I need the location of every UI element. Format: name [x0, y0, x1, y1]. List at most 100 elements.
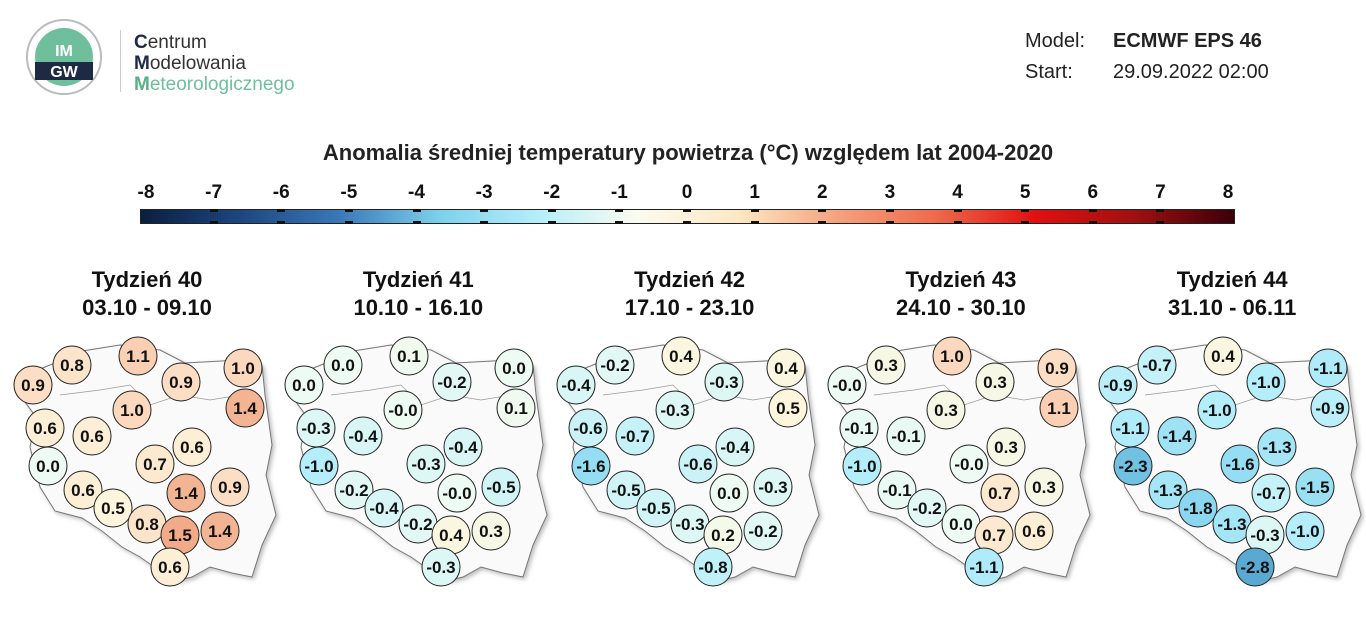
bubble-circle	[1197, 390, 1237, 430]
bubble-circle	[406, 444, 446, 484]
colorbar-tick	[683, 209, 691, 224]
bubble-value: 0.0	[717, 484, 741, 503]
colorbar-tick	[818, 209, 827, 224]
region-value-bubble: 0.8	[127, 504, 167, 544]
bubble-circle	[225, 388, 265, 428]
bubble-value: 0.0	[36, 457, 60, 476]
bubble-value: 1.0	[940, 347, 964, 366]
region-value-bubble: 1.1	[118, 336, 158, 376]
bubble-circle	[63, 470, 103, 510]
bubble-value: 0.1	[504, 399, 528, 418]
bubble-circle	[753, 467, 793, 507]
region-value-bubble: 0.3	[975, 362, 1015, 402]
bubble-value: -1.3	[1263, 438, 1292, 457]
bubble-value: 0.3	[1032, 478, 1056, 497]
region-value-bubble: -1.6	[571, 446, 611, 486]
bubble-circle	[715, 427, 755, 467]
bubble-value: 0.3	[874, 356, 898, 375]
region-value-bubble: 0.6	[72, 416, 112, 456]
region-value-bubble: -2.3	[1113, 446, 1153, 486]
region-value-bubble: -0.5	[606, 470, 646, 510]
bubble-value: 0.5	[776, 399, 800, 418]
bubble-value: -0.3	[412, 455, 441, 474]
svg-text:GW: GW	[50, 64, 78, 81]
bubble-circle	[496, 388, 536, 428]
bubble-value: -0.2	[748, 522, 777, 541]
colorbar-tick-label: 5	[1019, 182, 1031, 203]
region-value-bubble: -1.8	[1178, 488, 1218, 528]
bubble-value: -1.0	[305, 457, 334, 476]
bubble-value: 0.4	[669, 347, 693, 366]
region-value-bubble: -0.3	[421, 547, 461, 587]
bubble-value: -0.3	[427, 558, 456, 577]
model-value: ECMWF EPS 46	[1113, 30, 1262, 52]
bubble-value: 0.0	[331, 356, 355, 375]
region-value-bubble: 0.3	[471, 511, 511, 551]
region-value-bubble: 0.6	[25, 408, 65, 448]
region-value-bubble: -0.3	[406, 444, 446, 484]
start-label: Start:	[1025, 61, 1073, 83]
bubble-value: 0.2	[711, 526, 735, 545]
bubble-circle	[1098, 365, 1138, 405]
region-value-bubble: -0.4	[715, 427, 755, 467]
region-value-bubble: -0.3	[753, 467, 793, 507]
model-label: Model:	[1025, 30, 1086, 52]
brand-line-1: Centrum	[134, 32, 207, 53]
bubble-value: 0.4	[774, 359, 798, 378]
region-value-bubble: -0.2	[334, 470, 374, 510]
bubble-value: 0.4	[439, 526, 463, 545]
week-title: Tydzień 42	[634, 267, 746, 292]
bubble-circle	[743, 511, 783, 551]
bubble-value: -0.3	[660, 401, 689, 420]
bubble-value: 0.3	[479, 522, 503, 541]
bubble-circle	[1137, 345, 1177, 385]
week-dates: 31.10 - 06.11	[1167, 295, 1297, 320]
bubble-circle	[299, 446, 339, 486]
bubble-circle	[1251, 473, 1291, 513]
region-value-bubble: -0.2	[907, 488, 947, 528]
bubble-circle	[166, 473, 206, 513]
poland-map: 0.9 0.8 1.1 0.9 1.0 1.4 1.0 0.6 0.6 0.0 0.7 0.6 0.9 1…	[13, 336, 277, 587]
region-value-bubble: -0.5	[481, 467, 521, 507]
bubble-value: -0.4	[370, 499, 400, 518]
region-value-bubble: -0.4	[443, 427, 483, 467]
bubble-value: 0.3	[934, 401, 958, 420]
colorbar-tick	[547, 209, 556, 224]
region-value-bubble: 1.1	[1039, 388, 1079, 428]
week-title: Tydzień 44	[1176, 267, 1288, 292]
bubble-circle	[827, 365, 867, 405]
bubble-value: -0.0	[443, 484, 472, 503]
bubble-value: 0.3	[994, 438, 1018, 457]
bubble-circle	[210, 467, 250, 507]
bubble-value: -0.3	[675, 515, 704, 534]
region-value-bubble: 0.3	[926, 390, 966, 430]
region-value-bubble: -0.7	[615, 416, 655, 456]
region-value-bubble: 1.0	[223, 348, 263, 388]
week-dates: 10.10 - 16.10	[353, 295, 484, 320]
bubble-circle	[28, 446, 68, 486]
bubble-value: 1.0	[231, 359, 255, 378]
bubble-value: -0.1	[882, 481, 911, 500]
bubble-value: -0.3	[302, 419, 331, 438]
bubble-value: -0.4	[561, 376, 591, 395]
bubble-value: -0.3	[1251, 526, 1280, 545]
bubble-value: -0.1	[891, 427, 920, 446]
bubble-value: -0.5	[641, 499, 670, 518]
bubble-value: 0.6	[71, 481, 95, 500]
region-value-bubble: 0.6	[63, 470, 103, 510]
bubble-value: -1.0	[1252, 373, 1281, 392]
region-value-bubble: 0.9	[1037, 348, 1077, 388]
bubble-circle	[986, 427, 1026, 467]
colorbar-tick	[1156, 209, 1165, 224]
poland-map: -0.4 -0.2 0.4 -0.3 0.4 0.5 -0.3 -0.6 -0.7 -1.6 -0.…	[556, 336, 820, 587]
bubble-circle	[877, 470, 917, 510]
imgw-logo: IM GW	[26, 19, 102, 95]
region-value-bubble: -1.0	[1246, 362, 1286, 402]
brand-line-2: Modelowania	[134, 53, 246, 74]
region-value-bubble: 0.0	[494, 348, 534, 388]
colorbar-tick-label: 8	[1222, 182, 1234, 203]
region-value-bubble: -1.1	[964, 547, 1004, 587]
region-value-bubble: 0.4	[431, 515, 471, 555]
region-value-bubble: -2.8	[1235, 547, 1275, 587]
bubble-circle	[1235, 547, 1275, 587]
